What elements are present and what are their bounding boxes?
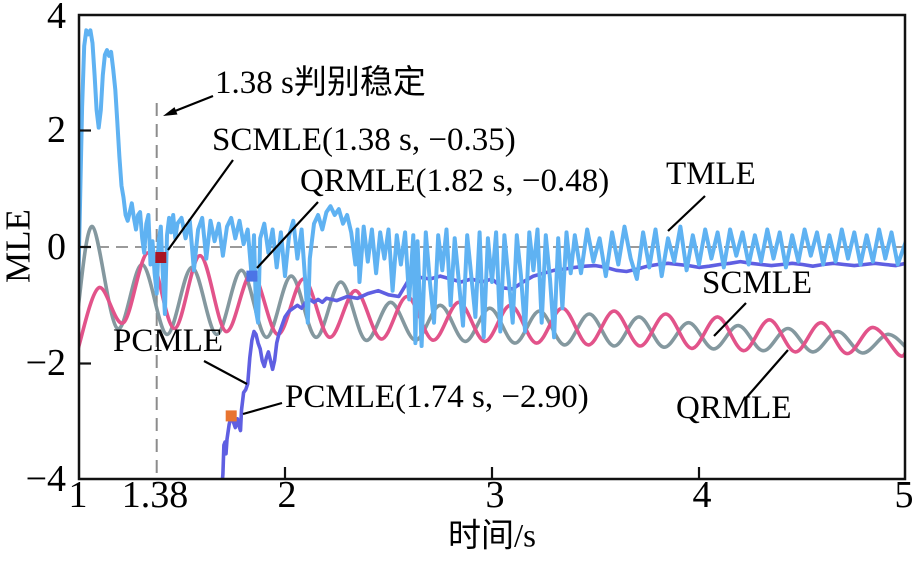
leader-tmle (667, 195, 706, 232)
x-tick-label-1-38: 1.38 (121, 474, 189, 516)
annotation-stability-time: 1.38 s判别稳定 (215, 65, 426, 101)
stability-arrow-head (163, 107, 178, 116)
y-tick-label-neg2: −2 (25, 342, 66, 384)
y-tick-label-neg4: −4 (25, 458, 66, 500)
x-tick-label-3: 3 (485, 474, 505, 516)
pcmle-stability-marker (225, 410, 237, 422)
annotation-qrmle-point: QRMLE(1.82 s, −0.48) (300, 163, 610, 199)
leader-pcmle (203, 360, 248, 385)
leader-scmle (713, 302, 747, 337)
series-line-pcmle (220, 259, 905, 479)
stability-arrow-line (169, 94, 214, 115)
leader-qrmle-point (256, 201, 319, 269)
qrmle-stability-marker (246, 270, 258, 282)
x-tick-label-1: 1 (68, 474, 88, 516)
series-label-scmle: SCMLE (702, 265, 813, 301)
y-tick-label-0: 0 (47, 226, 66, 268)
y-tick-label-2: 2 (47, 109, 66, 151)
x-tick-label-4: 4 (692, 474, 712, 516)
series-line-qrmle (79, 250, 905, 358)
series-label-qrmle: QRMLE (676, 390, 792, 426)
x-tick-label-2: 2 (277, 474, 297, 516)
leader-qrmle (745, 349, 789, 399)
annotation-pcmle-point: PCMLE(1.74 s, −2.90) (285, 379, 589, 415)
scmle-stability-marker (155, 252, 167, 263)
series-label-tmle: TMLE (666, 156, 756, 192)
x-axis-label: 时间/s (447, 518, 537, 555)
series-line-tmle (79, 28, 905, 348)
series-label-pcmle: PCMLE (113, 323, 224, 359)
y-tick-label-4: 4 (47, 0, 66, 37)
annotation-scmle-point: SCMLE(1.38 s, −0.35) (212, 122, 516, 158)
leader-pcmle-point (242, 401, 283, 416)
x-tick-label-5: 5 (894, 474, 914, 516)
leader-scmle-point (167, 159, 234, 251)
